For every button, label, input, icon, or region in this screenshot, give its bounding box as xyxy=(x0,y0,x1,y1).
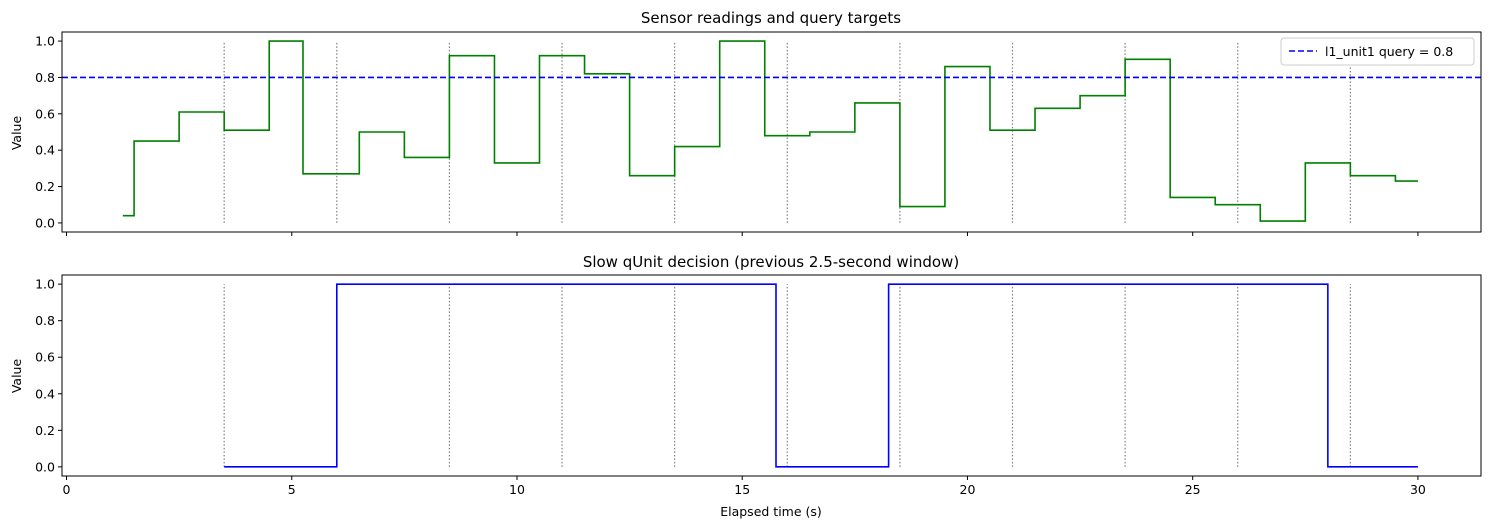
top-axes-frame xyxy=(61,31,1482,233)
bottom-chart-title: Slow qUnit decision (previous 2.5-second… xyxy=(583,253,959,271)
legend-entry-label: l1_unit1 query = 0.8 xyxy=(1325,44,1453,59)
y-tick-label: 0.6 xyxy=(35,350,55,365)
y-tick-label: 0.6 xyxy=(35,106,55,121)
bottom-axes-frame xyxy=(61,274,1482,477)
sensor-readings-step-line xyxy=(122,40,1418,222)
y-tick-label: 1.0 xyxy=(35,277,55,292)
x-tick-label: 5 xyxy=(288,482,296,497)
decision-step-line xyxy=(224,283,1418,468)
y-tick-label: 0.2 xyxy=(35,179,55,194)
y-tick-label: 0.8 xyxy=(35,70,55,85)
top-y-axis-label: Value xyxy=(9,116,24,151)
x-tick-label: 30 xyxy=(1410,482,1426,497)
top-axes: Sensor readings and query targets Value … xyxy=(9,9,1482,236)
y-tick-label: 0.0 xyxy=(35,459,55,474)
top-ticks: 0.0 0.2 0.4 0.6 0.8 1.0 xyxy=(35,34,1419,236)
bottom-series-group xyxy=(224,283,1418,468)
x-tick-label: 20 xyxy=(960,482,976,497)
x-tick-label: 25 xyxy=(1185,482,1201,497)
y-tick-label: 0.4 xyxy=(35,386,55,401)
y-tick-label: 0.4 xyxy=(35,143,55,158)
x-tick-label: 10 xyxy=(509,482,525,497)
bottom-vlines xyxy=(223,284,1351,467)
bottom-ticks: 0 5 10 15 20 25 30 0.0 0.2 0.4 0.6 0.8 1.0 xyxy=(35,277,1426,497)
bottom-y-axis-label: Value xyxy=(9,359,24,394)
legend-box xyxy=(1280,37,1475,66)
x-tick-label: 0 xyxy=(63,482,71,497)
y-tick-label: 0.0 xyxy=(35,215,55,230)
x-tick-label: 15 xyxy=(734,482,750,497)
top-series-group xyxy=(62,40,1481,222)
bottom-x-axis-label: Elapsed time (s) xyxy=(720,504,822,519)
top-legend: l1_unit1 query = 0.8 xyxy=(1280,37,1475,66)
y-tick-label: 0.8 xyxy=(35,313,55,328)
bottom-axes: Slow qUnit decision (previous 2.5-second… xyxy=(9,253,1482,519)
top-chart-title: Sensor readings and query targets xyxy=(641,9,901,27)
y-tick-label: 0.2 xyxy=(35,423,55,438)
y-tick-label: 1.0 xyxy=(35,34,55,49)
